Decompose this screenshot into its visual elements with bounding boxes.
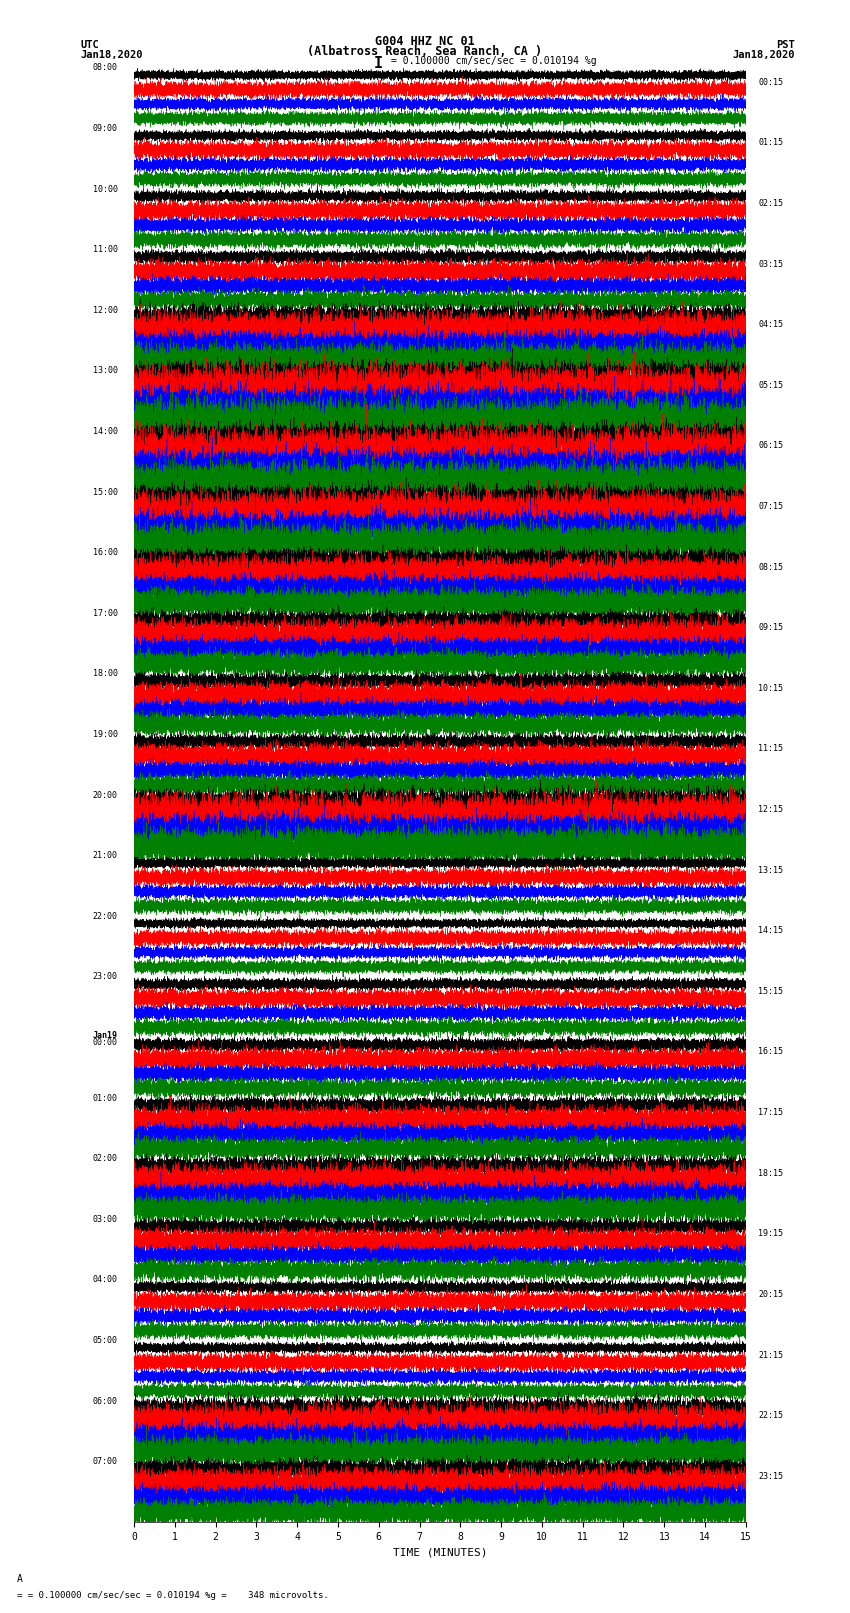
- Text: 16:15: 16:15: [758, 1047, 783, 1057]
- Text: 13:00: 13:00: [93, 366, 118, 376]
- Text: Jan18,2020: Jan18,2020: [81, 50, 144, 60]
- Text: 09:15: 09:15: [758, 623, 783, 632]
- Text: = 0.100000 cm/sec/sec = 0.010194 %g: = 0.100000 cm/sec/sec = 0.010194 %g: [391, 56, 597, 66]
- Text: 00:15: 00:15: [758, 77, 783, 87]
- Text: 05:00: 05:00: [93, 1336, 118, 1345]
- Text: 23:00: 23:00: [93, 973, 118, 981]
- Text: 20:15: 20:15: [758, 1290, 783, 1298]
- Text: 11:15: 11:15: [758, 745, 783, 753]
- Text: 23:15: 23:15: [758, 1471, 783, 1481]
- Text: 20:00: 20:00: [93, 790, 118, 800]
- Text: 22:15: 22:15: [758, 1411, 783, 1419]
- Text: PST: PST: [776, 40, 795, 50]
- Text: (Albatross Reach, Sea Ranch, CA ): (Albatross Reach, Sea Ranch, CA ): [308, 45, 542, 58]
- Text: Jan19: Jan19: [93, 1031, 118, 1040]
- Text: 02:15: 02:15: [758, 198, 783, 208]
- Text: 21:15: 21:15: [758, 1350, 783, 1360]
- Text: = = 0.100000 cm/sec/sec = 0.010194 %g =    348 microvolts.: = = 0.100000 cm/sec/sec = 0.010194 %g = …: [17, 1590, 329, 1600]
- Text: G004 HHZ NC 01: G004 HHZ NC 01: [375, 35, 475, 48]
- Text: 04:15: 04:15: [758, 321, 783, 329]
- Text: 18:00: 18:00: [93, 669, 118, 679]
- Text: 07:15: 07:15: [758, 502, 783, 511]
- Text: 13:15: 13:15: [758, 866, 783, 874]
- Text: 01:15: 01:15: [758, 139, 783, 147]
- Text: 09:00: 09:00: [93, 124, 118, 132]
- Text: 19:15: 19:15: [758, 1229, 783, 1239]
- Text: 06:00: 06:00: [93, 1397, 118, 1405]
- Text: 03:00: 03:00: [93, 1215, 118, 1224]
- Text: 19:00: 19:00: [93, 731, 118, 739]
- Text: A: A: [17, 1574, 23, 1584]
- Text: Jan18,2020: Jan18,2020: [732, 50, 795, 60]
- Text: 12:00: 12:00: [93, 306, 118, 315]
- Text: 17:15: 17:15: [758, 1108, 783, 1118]
- Text: I: I: [374, 56, 383, 71]
- Text: 00:00: 00:00: [93, 1039, 118, 1047]
- Text: 10:00: 10:00: [93, 184, 118, 194]
- Text: 14:00: 14:00: [93, 427, 118, 436]
- Text: 06:15: 06:15: [758, 442, 783, 450]
- Text: 14:15: 14:15: [758, 926, 783, 936]
- Text: 07:00: 07:00: [93, 1457, 118, 1466]
- Text: 22:00: 22:00: [93, 911, 118, 921]
- Text: 08:00: 08:00: [93, 63, 118, 73]
- Text: UTC: UTC: [81, 40, 99, 50]
- Text: 21:00: 21:00: [93, 852, 118, 860]
- Text: 10:15: 10:15: [758, 684, 783, 694]
- Text: 04:00: 04:00: [93, 1276, 118, 1284]
- Text: 12:15: 12:15: [758, 805, 783, 815]
- Text: 15:00: 15:00: [93, 487, 118, 497]
- Text: 05:15: 05:15: [758, 381, 783, 390]
- Text: 03:15: 03:15: [758, 260, 783, 269]
- Text: 01:00: 01:00: [93, 1094, 118, 1103]
- Text: 18:15: 18:15: [758, 1169, 783, 1177]
- Text: 15:15: 15:15: [758, 987, 783, 995]
- X-axis label: TIME (MINUTES): TIME (MINUTES): [393, 1548, 487, 1558]
- Text: 02:00: 02:00: [93, 1155, 118, 1163]
- Text: 16:00: 16:00: [93, 548, 118, 556]
- Text: 11:00: 11:00: [93, 245, 118, 255]
- Text: 17:00: 17:00: [93, 608, 118, 618]
- Text: 08:15: 08:15: [758, 563, 783, 571]
